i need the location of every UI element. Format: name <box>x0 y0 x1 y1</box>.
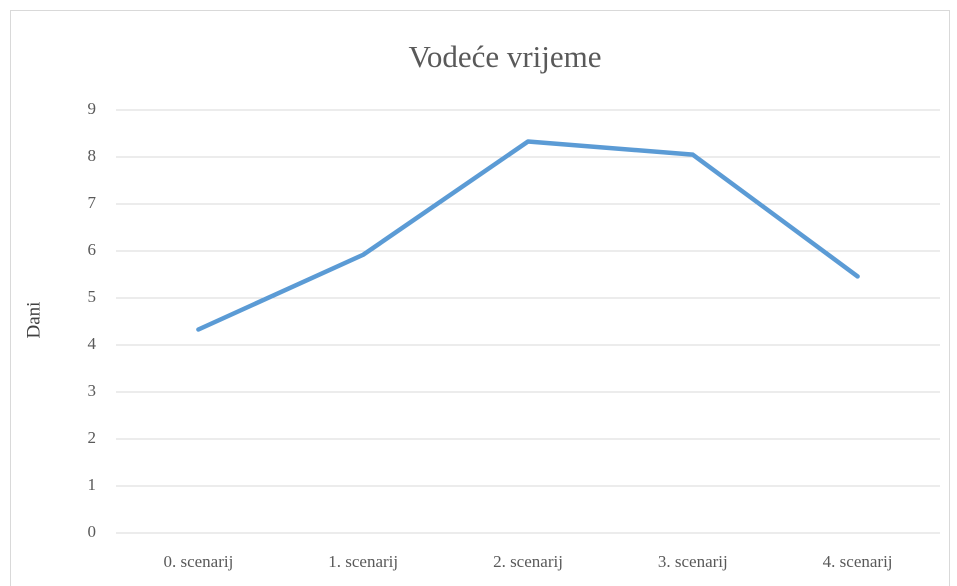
y-tick-label: 3 <box>88 381 97 400</box>
y-tick-label: 5 <box>88 287 97 306</box>
y-tick-label: 4 <box>88 334 97 353</box>
y-tick-label: 1 <box>88 475 97 494</box>
chart-title: Vodeće vrijeme <box>408 39 601 74</box>
y-tick-label: 7 <box>88 193 97 212</box>
y-axis-label: Dani <box>23 302 44 339</box>
y-tick-label: 2 <box>88 428 97 447</box>
x-tick-label: 4. scenarij <box>823 552 893 571</box>
x-tick-label: 1. scenarij <box>328 552 398 571</box>
y-tick-label: 0 <box>88 522 97 541</box>
y-tick-label: 8 <box>88 146 97 165</box>
x-tick-label: 3. scenarij <box>658 552 728 571</box>
x-tick-label: 2. scenarij <box>493 552 563 571</box>
data-line <box>196 139 860 332</box>
x-tick-label: 0. scenarij <box>163 552 233 571</box>
y-tick-label: 6 <box>88 240 97 259</box>
y-tick-label: 9 <box>88 99 97 118</box>
